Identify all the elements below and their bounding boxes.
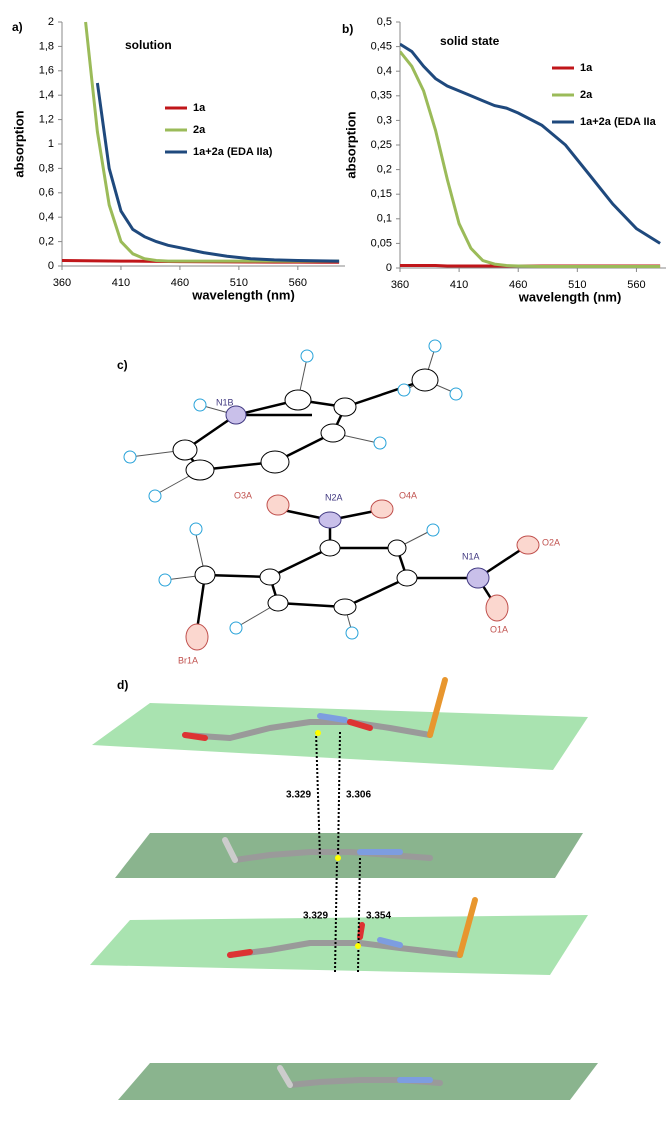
x-tick-label: 360 — [391, 279, 409, 291]
y-tick-label: 2 — [48, 16, 54, 28]
y-tick-label: 0,6 — [39, 187, 54, 199]
y-tick-label: 0,2 — [377, 164, 392, 176]
y-tick-label: 0 — [386, 262, 392, 274]
atom-label: N2A — [325, 492, 343, 502]
x-tick-label: 410 — [112, 277, 130, 289]
series-line — [97, 83, 339, 261]
y-tick-label: 0,4 — [39, 211, 54, 223]
legend-label: 1a+2a (EDA IIa) — [193, 146, 273, 158]
y-tick-label: 0,5 — [377, 16, 392, 28]
y-tick-label: 0,25 — [371, 139, 392, 151]
atom-label: O2A — [542, 537, 560, 547]
chart: b) solid state wavelength (nm) absorption 0 0… — [342, 16, 666, 305]
x-tick-label: 460 — [509, 279, 527, 291]
y-tick-label: 0,8 — [39, 162, 54, 174]
x-tick-label: 510 — [568, 279, 586, 291]
x-tick-label: 510 — [230, 277, 248, 289]
panel-label: d) — [117, 678, 128, 692]
y-tick-label: 1,2 — [39, 114, 54, 126]
x-tick-label: 560 — [289, 277, 307, 289]
y-axis-label: absorption — [343, 111, 358, 178]
annotation: solution — [125, 38, 172, 52]
panel-label: a) — [12, 20, 23, 34]
plane — [115, 833, 583, 878]
y-axis-label: absorption — [11, 110, 26, 177]
x-axis-label: wavelength (nm) — [518, 289, 622, 304]
chart: a) solution wavelength (nm) absorption 0 0,2 0… — [11, 16, 345, 303]
y-tick-label: 0,4 — [377, 65, 392, 77]
annotation: solid state — [440, 34, 500, 48]
y-tick-label: 0,1 — [377, 213, 392, 225]
y-tick-label: 1 — [48, 138, 54, 150]
legend-label: 2a — [580, 89, 593, 101]
atom-label: O4A — [399, 490, 417, 500]
series-line — [86, 22, 340, 261]
y-tick-label: 0,45 — [371, 41, 392, 53]
y-tick-label: 0 — [48, 260, 54, 272]
atom-label: Br1A — [178, 655, 198, 665]
panel-label: b) — [342, 22, 353, 36]
panel-d: d) 3.329 3.306 3.329 3.354 — [90, 678, 598, 1100]
distance-label: 3.329 — [286, 790, 311, 801]
y-tick-label: 0,05 — [371, 237, 392, 249]
y-tick-label: 1,4 — [39, 89, 54, 101]
x-tick-label: 360 — [53, 277, 71, 289]
x-tick-label: 460 — [171, 277, 189, 289]
distance-label: 3.354 — [366, 911, 391, 922]
y-tick-label: 1,8 — [39, 40, 54, 52]
atom-label: O3A — [234, 490, 252, 500]
x-axis-label: wavelength (nm) — [191, 287, 295, 302]
series-line — [400, 52, 660, 267]
legend-label: 1a+2a (EDA IIa — [580, 116, 657, 128]
y-tick-label: 0,35 — [371, 90, 392, 102]
y-tick-label: 0,3 — [377, 114, 392, 126]
page: c) — [0, 0, 666, 1126]
x-tick-label: 560 — [627, 279, 645, 291]
legend-label: 1a — [580, 62, 593, 74]
panel-label: c) — [117, 358, 128, 372]
atom-label: N1A — [462, 551, 480, 561]
atom-label: O1A — [490, 624, 508, 634]
figure: c) — [0, 0, 666, 1126]
atom-label: N1B — [216, 397, 234, 407]
bonds — [130, 348, 528, 632]
legend-label: 1a — [193, 102, 206, 114]
panel-c: c) — [117, 340, 560, 665]
distance-label: 3.306 — [346, 790, 371, 801]
x-tick-label: 410 — [450, 279, 468, 291]
y-tick-label: 0,2 — [39, 236, 54, 248]
y-tick-label: 1,6 — [39, 65, 54, 77]
y-tick-label: 0,15 — [371, 188, 392, 200]
legend-label: 2a — [193, 124, 206, 136]
distance-label: 3.329 — [303, 911, 328, 922]
